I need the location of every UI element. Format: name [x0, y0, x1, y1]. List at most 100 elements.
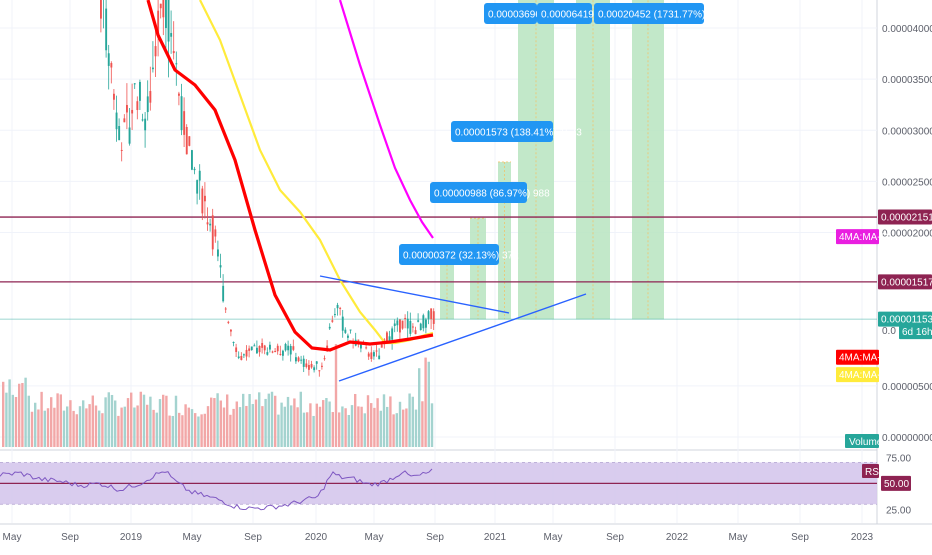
candle-body — [152, 67, 154, 70]
volume-bar — [24, 377, 27, 447]
candle-body — [393, 323, 396, 326]
volume-bar — [238, 407, 242, 447]
price-level-badge: 0.00001153 — [881, 315, 932, 326]
volume-bar — [286, 396, 290, 447]
volume-bar — [174, 395, 178, 447]
ma-legend-badge: 4MA:MA-A — [839, 353, 888, 364]
volume-bar — [59, 394, 62, 447]
descending-trendline — [319, 275, 510, 314]
candle-body — [219, 265, 222, 268]
volume-bar — [114, 400, 117, 447]
volume-bar — [82, 400, 85, 447]
candle-body — [313, 367, 316, 371]
candle-body — [414, 330, 417, 335]
volume-bar — [53, 407, 56, 447]
candle-body — [412, 326, 414, 328]
volume-bar — [376, 398, 379, 447]
candle-body — [274, 350, 277, 353]
price-tick-label: 0.00003500 — [882, 75, 932, 86]
volume-bar — [178, 412, 181, 447]
x-tick-label: 2019 — [120, 532, 143, 543]
candle-body — [287, 345, 290, 351]
volume-bar — [280, 402, 283, 447]
ma-legend-badge: 4MA:MA-C — [839, 232, 888, 243]
candle-body — [118, 126, 121, 141]
candle-body — [230, 329, 232, 332]
candle-body — [188, 136, 191, 146]
volume-bar — [331, 412, 334, 447]
rsi-tick-label: 75.00 — [886, 453, 911, 464]
candle-body — [165, 0, 167, 29]
candle-body — [373, 352, 375, 357]
volume-bar — [302, 412, 306, 447]
candle-body — [227, 321, 230, 323]
volume-bar — [347, 414, 350, 447]
candle-body — [279, 353, 282, 355]
x-tick-label: 2021 — [484, 532, 507, 543]
volume-bar — [130, 392, 133, 447]
candle-body — [409, 320, 412, 334]
volume-bar — [370, 403, 373, 447]
volume-bar — [312, 415, 315, 447]
candle-body — [289, 345, 292, 355]
trendlines — [319, 275, 587, 382]
volume-bar — [88, 404, 91, 447]
candle-body — [396, 320, 399, 326]
candle-body — [141, 119, 144, 121]
volume-bar — [379, 410, 382, 447]
price-tick-label: 0.00002000 — [882, 229, 932, 240]
volume-bar — [392, 414, 395, 447]
volume-bar — [104, 397, 107, 447]
candle-body — [167, 0, 170, 42]
candle-body — [328, 326, 331, 329]
candle-body — [349, 329, 352, 331]
candle-body — [344, 329, 347, 333]
volume-bar — [360, 406, 363, 447]
measure-annotation-text: 0.00000988 (86.97%) 988 — [434, 189, 550, 200]
volume-bar — [322, 400, 325, 447]
volume-bar — [309, 403, 312, 447]
volume-bar — [315, 403, 318, 447]
volume-bar — [254, 399, 258, 447]
volume-bar — [94, 405, 98, 447]
volume-bar — [171, 415, 174, 447]
measure-zones — [440, 0, 664, 320]
x-tick-label: May — [544, 532, 563, 543]
candle-body — [292, 346, 295, 350]
measure-annotation-text: 0.00006419 ( — [541, 10, 601, 21]
candle-body — [162, 0, 165, 18]
volume-bar — [66, 406, 69, 447]
candle-body — [427, 311, 430, 319]
countdown-badge: 6d 16h — [902, 327, 932, 338]
volume-bar — [37, 409, 40, 447]
volume-bar — [245, 405, 248, 447]
candle-body — [159, 3, 162, 9]
candle-body — [256, 347, 258, 354]
x-tick-label: Sep — [244, 532, 262, 543]
volume-bar — [293, 398, 296, 447]
candle-body — [196, 180, 199, 194]
candle-body — [175, 63, 178, 65]
horizontal-levels — [0, 216, 877, 320]
volume-bar — [72, 410, 75, 447]
candle-body — [211, 215, 214, 250]
volume-bar — [43, 410, 46, 447]
candle-body — [183, 111, 186, 135]
measure-annotation-box — [451, 121, 553, 142]
volume-bar — [373, 407, 376, 447]
candle-body — [178, 93, 180, 96]
candle-body — [136, 101, 139, 111]
volume-bar — [414, 409, 418, 447]
price-tick-label: 0.00000000 — [882, 433, 932, 444]
volume-bar — [149, 396, 152, 447]
volume-bar — [56, 393, 59, 447]
candle-body — [204, 195, 206, 202]
ma-legend-badge-bg — [836, 229, 879, 245]
volume-bar — [325, 398, 328, 447]
candle-body — [417, 320, 420, 322]
volume-bar — [2, 381, 5, 447]
volume-bar — [299, 391, 302, 447]
volume-bar — [98, 410, 101, 447]
volume-label-bg — [845, 434, 879, 448]
